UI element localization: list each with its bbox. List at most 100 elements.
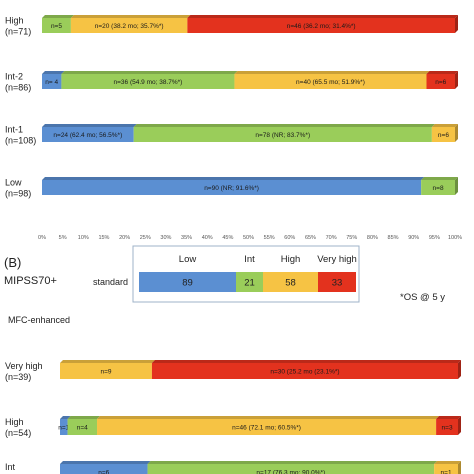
bar-segment-top [421,177,458,180]
legend-cell [263,272,318,292]
row-n-label: (n=54) [5,428,31,438]
bar-segment-top [70,15,191,18]
segment-label: n=36 (54.9 mo; 38.7%*) [114,79,183,86]
segment-label: n=46 (72.1 mo; 60.5%*) [232,425,301,432]
bar-segment-side [455,15,458,33]
bar-segment [436,419,458,435]
row-label: Int-2 [5,72,23,82]
bar-segment [60,419,68,435]
bar-segment [42,74,62,89]
x-tick-label: 5% [59,235,67,241]
x-tick-label: 10% [78,235,89,241]
legend-cell [236,272,263,292]
bar-segment-top [42,71,65,74]
bar-segment-top [133,124,435,127]
x-tick-label: 95% [429,235,440,241]
segment-label: n=6 [435,79,446,86]
x-tick-label: 0% [38,235,46,241]
row-label: Low [5,178,22,188]
bar-segment [434,464,458,474]
segment-label: n=20 (38.2 mo; 35.7%*) [95,23,164,30]
bar-segment-side [455,177,458,195]
segment-label: n=24 (62.4 mo; 56.5%*) [53,132,122,139]
x-tick-label: 60% [284,235,295,241]
bar-segment-top [97,416,440,419]
bar-segment-side [455,71,458,89]
legend-header: Very high [317,254,357,265]
segment-label: n=1 [441,470,452,474]
x-tick-label: 55% [264,235,275,241]
bar-segment-top [426,71,458,74]
segment-label: n=90 (NR; 91.6%*) [204,185,259,192]
x-tick-label: 15% [98,235,109,241]
row-n-label: (n=108) [5,136,36,146]
bar-segment-top [431,124,458,127]
bar-segment [42,18,71,33]
bar-segment [133,127,432,142]
mipss70-legend-table: (B) MIPSS70+ Low 89 Int 21 High 58 Very high 33 st… [4,245,360,303]
segment-label: n=78 (NR; 83.7%*) [255,132,310,139]
legend-cell [139,272,236,292]
bar-segment [431,127,455,142]
row-label: High [5,417,24,427]
segment-label: n=9 [100,369,111,376]
section-label-b: (B) [4,255,21,270]
bar-segment [187,18,455,33]
x-tick-label: 85% [388,235,399,241]
bar-segment [70,18,188,33]
bar-segment-top [67,416,101,419]
bar-segment-top [60,360,155,363]
bar-segment [97,419,437,435]
segment-label: n=4 [77,425,88,432]
segment-label: n=6 [98,470,109,474]
segment-label: n=3 [442,425,453,432]
x-tick-label: 50% [243,235,254,241]
row-label: Very high [5,361,43,371]
x-tick-label: 75% [346,235,357,241]
row-label: High [5,16,24,26]
bar-segment-top [42,15,74,18]
bar-segment [147,464,435,474]
legend-cell-value: 21 [244,278,255,289]
bar-segment-top [42,124,137,127]
os-note: *OS @ 5 y [400,292,445,303]
bar-segment [42,180,422,195]
bar-segment [426,74,455,89]
legend-row-label: standard [93,277,128,287]
x-tick-label: 70% [326,235,337,241]
legend-header: Low [179,254,197,265]
x-tick-label: 20% [119,235,130,241]
segment-label: n=46 (36.2 mo; 31.4%*) [287,23,356,30]
segment-label: n=8 [433,185,444,192]
bar-segment-top [234,71,430,74]
bar-segment [67,419,98,435]
legend-header: High [281,254,301,265]
bar-segment-top [60,461,151,464]
bar-segment [60,464,148,474]
bar-segment-top [151,360,462,363]
mipss70-label: MIPSS70+ [4,275,57,287]
row-n-label: (n=86) [5,83,31,93]
legend-cell-value: 89 [182,278,193,289]
x-tick-label: 25% [140,235,151,241]
bar-segment-top [60,416,71,419]
segment-label: n=5 [51,23,62,30]
x-tick-label: 100% [448,235,462,241]
row-n-label: (n=39) [5,372,31,382]
legend-cell [318,272,356,292]
panel-a-chart: High(n=71) n=5 n=20 (38.2 mo; 35.7%*) n=46 … [5,15,462,241]
x-tick-label: 65% [305,235,316,241]
x-tick-label: 80% [367,235,378,241]
bar-segment-top [61,71,238,74]
bar-segment [61,74,235,89]
row-label: Int [5,462,16,472]
row-label: Int-1 [5,125,23,135]
bar-segment [234,74,427,89]
segment-label: n=17 (76.3 mo; 90.0%*) [256,470,325,474]
segment-label: n=1 [58,425,69,432]
bar-segment-top [147,461,438,464]
panel-b-chart: Very high(n=39) n=9 n=30 (25.2 mo (23.1%*)… [5,360,462,474]
segment-label: n=6 [438,132,449,139]
bar-segment-top [436,416,461,419]
